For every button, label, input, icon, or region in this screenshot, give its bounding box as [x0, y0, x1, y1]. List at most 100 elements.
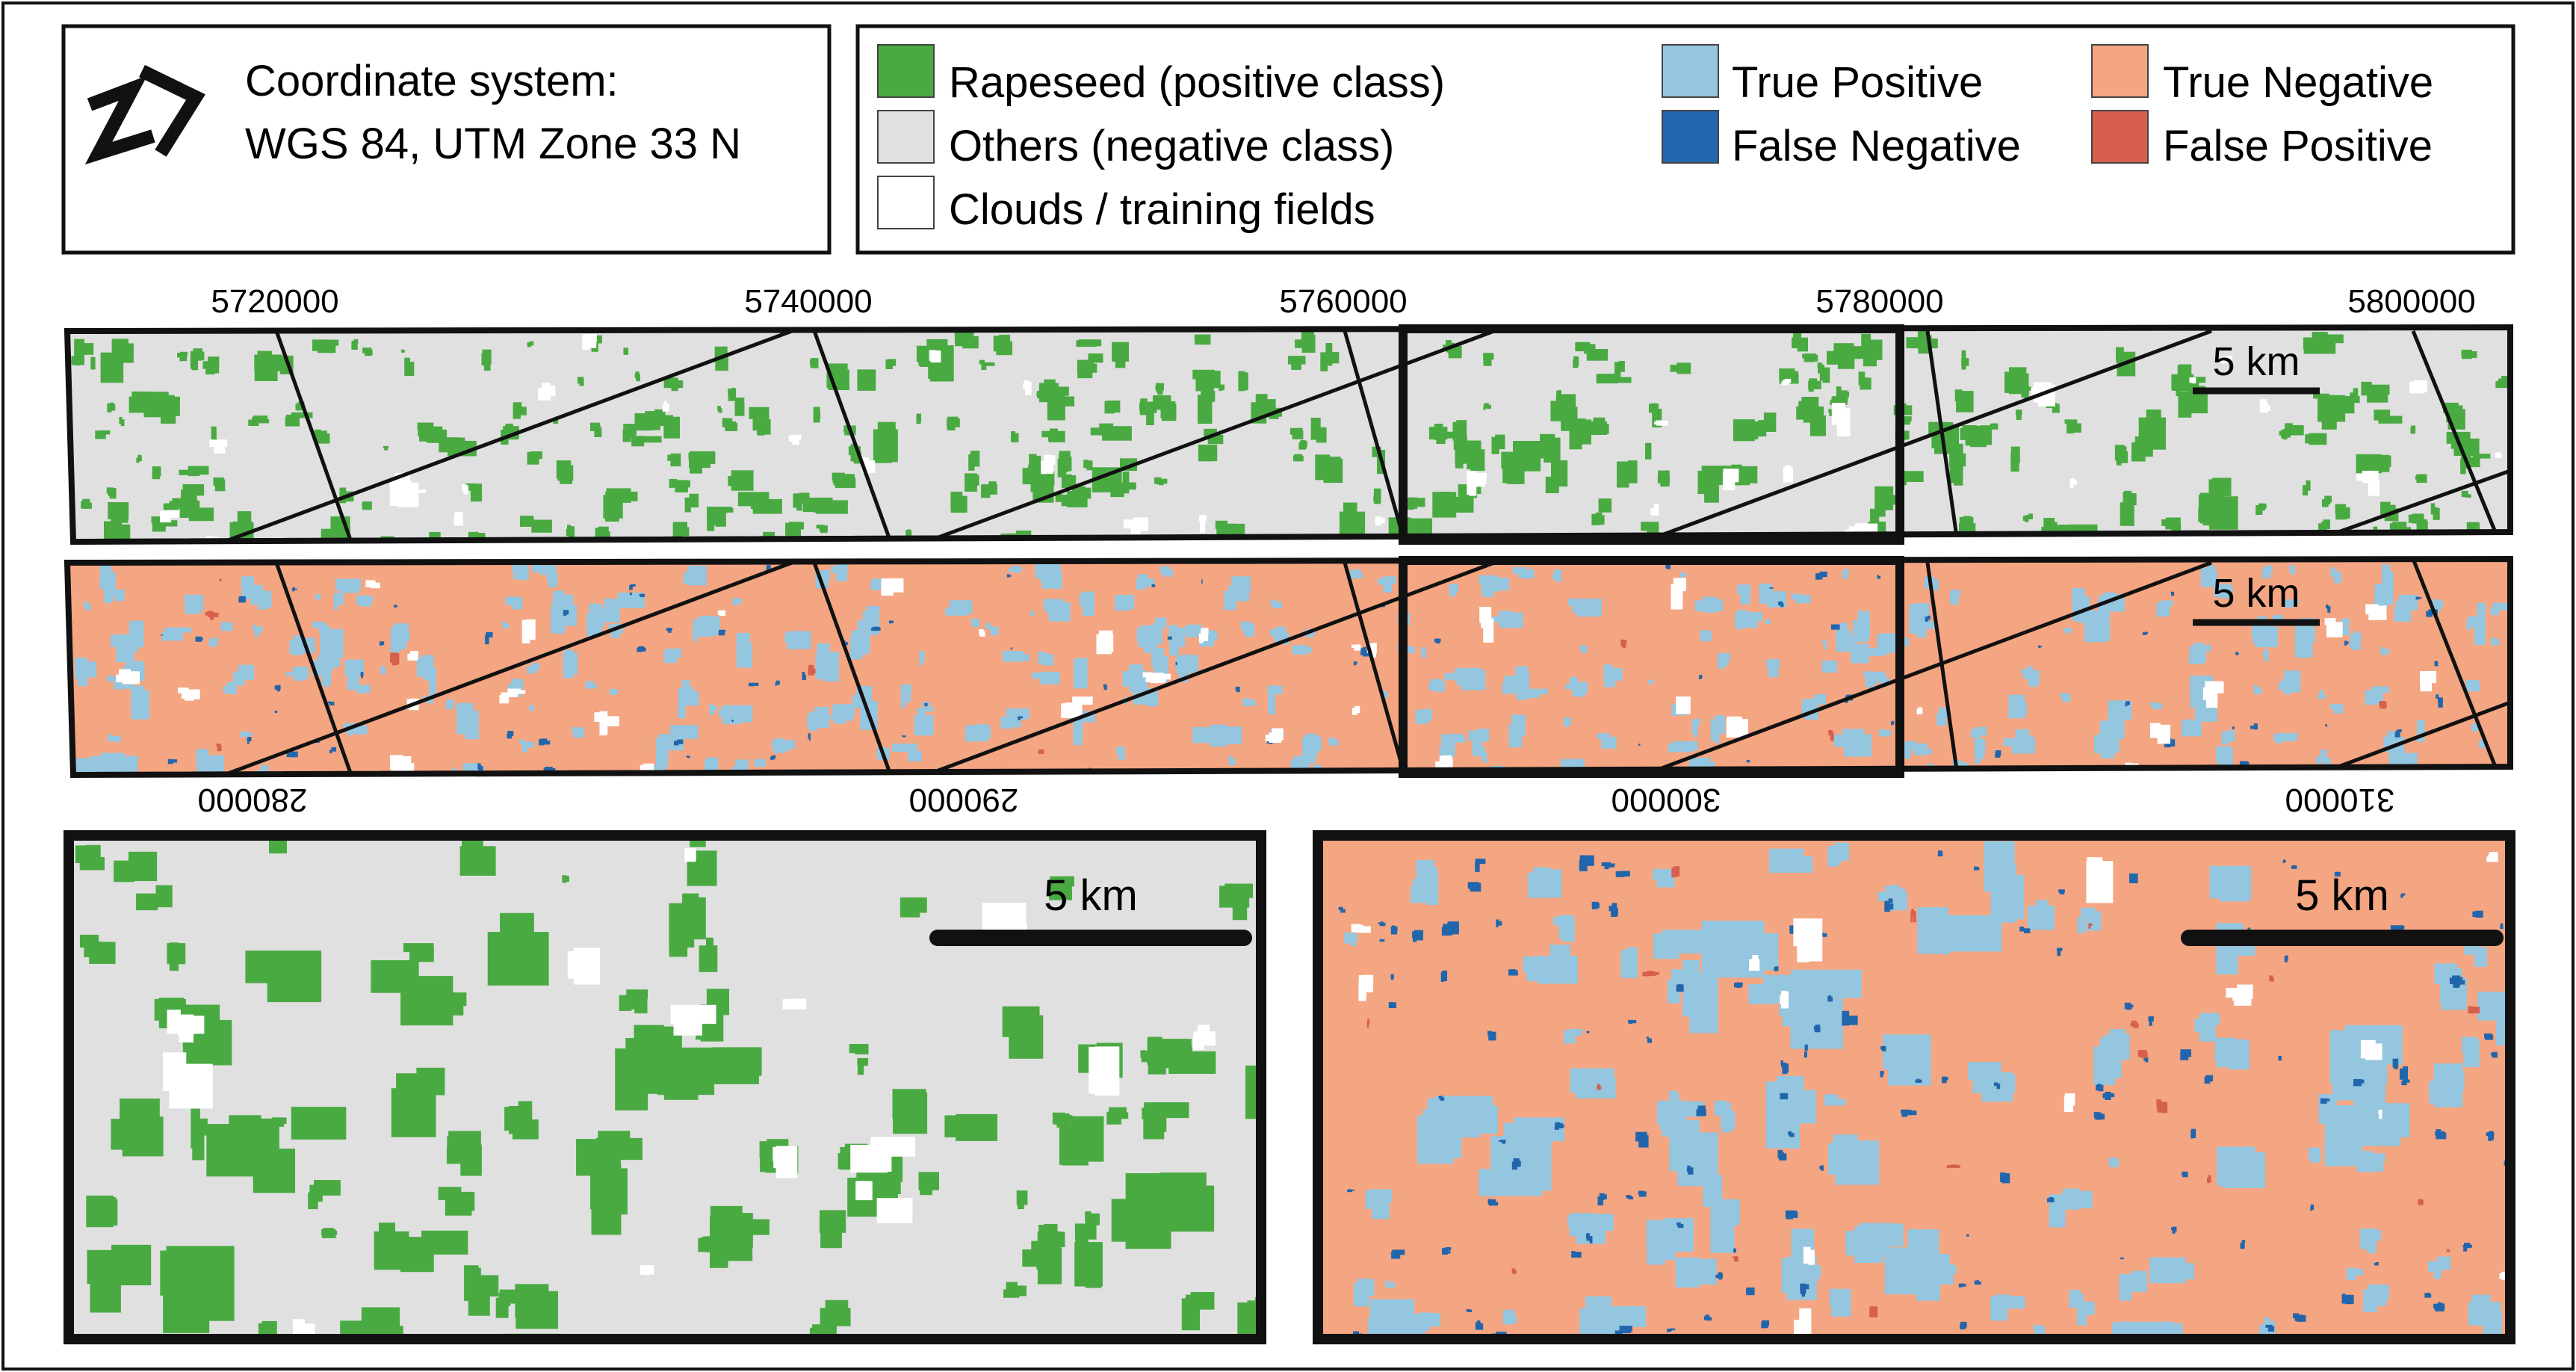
cloud-area — [2420, 671, 2436, 684]
true-positive-field — [1842, 570, 1848, 579]
true-positive-field — [736, 643, 752, 668]
cloud-area — [160, 511, 171, 523]
false-negative-pixel — [2283, 859, 2286, 862]
tile-boundaries — [223, 559, 2510, 775]
rapeseed-field — [1793, 333, 1802, 341]
false-negative-pixel — [1579, 860, 1588, 871]
rapeseed-field — [429, 531, 441, 539]
legend-label-others: Others (negative class) — [949, 122, 1394, 170]
true-positive-field — [1115, 747, 1122, 755]
false-negative-pixel — [1611, 908, 1618, 916]
true-positive-field — [1942, 915, 2002, 952]
rapeseed-field — [152, 466, 161, 480]
true-positive-field — [1836, 630, 1852, 651]
rapeseed-field — [1056, 396, 1074, 407]
false-negative-pixel — [238, 596, 246, 602]
false-negative-pixel — [2344, 641, 2347, 646]
rapeseed-field — [557, 465, 574, 481]
true-positive-field — [2085, 911, 2102, 931]
true-positive-field — [356, 685, 369, 693]
rapeseed-field — [531, 519, 552, 533]
cloud-area — [418, 489, 424, 493]
rapeseed-field — [1029, 454, 1037, 475]
true-positive-field — [1822, 641, 1825, 646]
true-positive-field — [529, 705, 531, 709]
true-positive-field — [2354, 1268, 2364, 1276]
true-positive-field — [2099, 720, 2121, 740]
rapeseed-field — [1803, 354, 1818, 362]
cloud-area — [1917, 707, 1921, 710]
true-positive-field — [2130, 1270, 2147, 1292]
rapeseed-field — [2052, 404, 2060, 413]
true-positive-field — [1839, 622, 1848, 637]
false-negative-pixel — [247, 737, 249, 741]
true-positive-field — [241, 731, 250, 738]
false-negative-pixel — [1510, 969, 1516, 972]
false-negative-pixel — [775, 680, 780, 685]
rapeseed-field — [1501, 451, 1519, 469]
cloud-area — [1916, 708, 1923, 714]
true-positive-field — [2417, 721, 2424, 741]
cloud-area — [1676, 702, 1686, 710]
rapeseed-field — [1083, 460, 1089, 469]
true-positive-field — [1039, 671, 1060, 685]
true-positive-field — [1915, 747, 1926, 756]
false-negative-pixel — [1779, 1153, 1787, 1161]
false-negative-pixel — [2395, 730, 2398, 737]
true-positive-field — [784, 632, 805, 643]
rapeseed-field — [982, 362, 995, 366]
rapeseed-field — [706, 937, 713, 955]
true-positive-field — [1514, 567, 1528, 575]
true-positive-field — [2024, 671, 2034, 678]
true-positive-field — [2398, 596, 2411, 617]
false-negative-pixel — [2148, 1016, 2154, 1022]
cloud-area — [1130, 526, 1141, 534]
false-positive-pixel — [1597, 1086, 1602, 1090]
true-positive-field — [1383, 576, 1396, 584]
rapeseed-field — [1291, 356, 1301, 370]
legend-swatch-true-positive — [1662, 44, 1719, 98]
rapeseed-field — [2171, 522, 2182, 531]
true-positive-field — [1905, 741, 1917, 750]
true-positive-field — [2108, 1158, 2119, 1166]
rapeseed-field — [188, 467, 200, 477]
true-positive-field — [315, 593, 321, 599]
false-positive-pixel — [2088, 924, 2091, 929]
rapeseed-field — [2279, 430, 2288, 436]
true-positive-field — [1404, 646, 1416, 653]
false-negative-pixel — [1678, 1223, 1684, 1229]
cloud-area — [2064, 1093, 2075, 1106]
cloud-area — [876, 1198, 913, 1223]
true-positive-field — [655, 738, 669, 767]
true-positive-field — [1564, 1030, 1576, 1044]
rapeseed-field — [2309, 433, 2327, 445]
false-negative-pixel — [1705, 1314, 1710, 1318]
true-positive-field — [991, 626, 999, 636]
north-arrow-icon — [84, 64, 205, 165]
false-negative-pixel — [1928, 615, 1931, 620]
rapeseed-field — [177, 353, 184, 358]
true-positive-field — [1748, 984, 1776, 1004]
true-positive-field — [453, 767, 456, 772]
rapeseed-field — [1220, 384, 1224, 391]
cloud-area — [2365, 604, 2379, 615]
true-positive-field — [1456, 667, 1481, 685]
false-negative-pixel — [1436, 638, 1441, 642]
cloud-area — [997, 904, 1012, 937]
cloud-area — [1831, 403, 1845, 425]
true-positive-field — [1714, 1100, 1727, 1116]
false-negative-pixel — [1993, 1082, 1998, 1087]
true-positive-field — [1626, 947, 1638, 958]
true-positive-field — [2285, 602, 2294, 605]
false-negative-pixel — [1733, 1248, 1736, 1253]
true-positive-field — [1569, 1213, 1596, 1237]
false-positive-pixel — [1830, 732, 1834, 741]
true-positive-field — [1422, 1109, 1481, 1138]
false-negative-pixel — [2124, 1002, 2131, 1005]
true-positive-field — [1159, 566, 1170, 574]
rapeseed-field — [166, 1246, 235, 1321]
rapeseed-field — [1032, 455, 1041, 468]
cloud-area — [1369, 649, 1376, 658]
rapeseed-field — [1544, 437, 1561, 463]
false-negative-pixel — [2250, 726, 2256, 729]
